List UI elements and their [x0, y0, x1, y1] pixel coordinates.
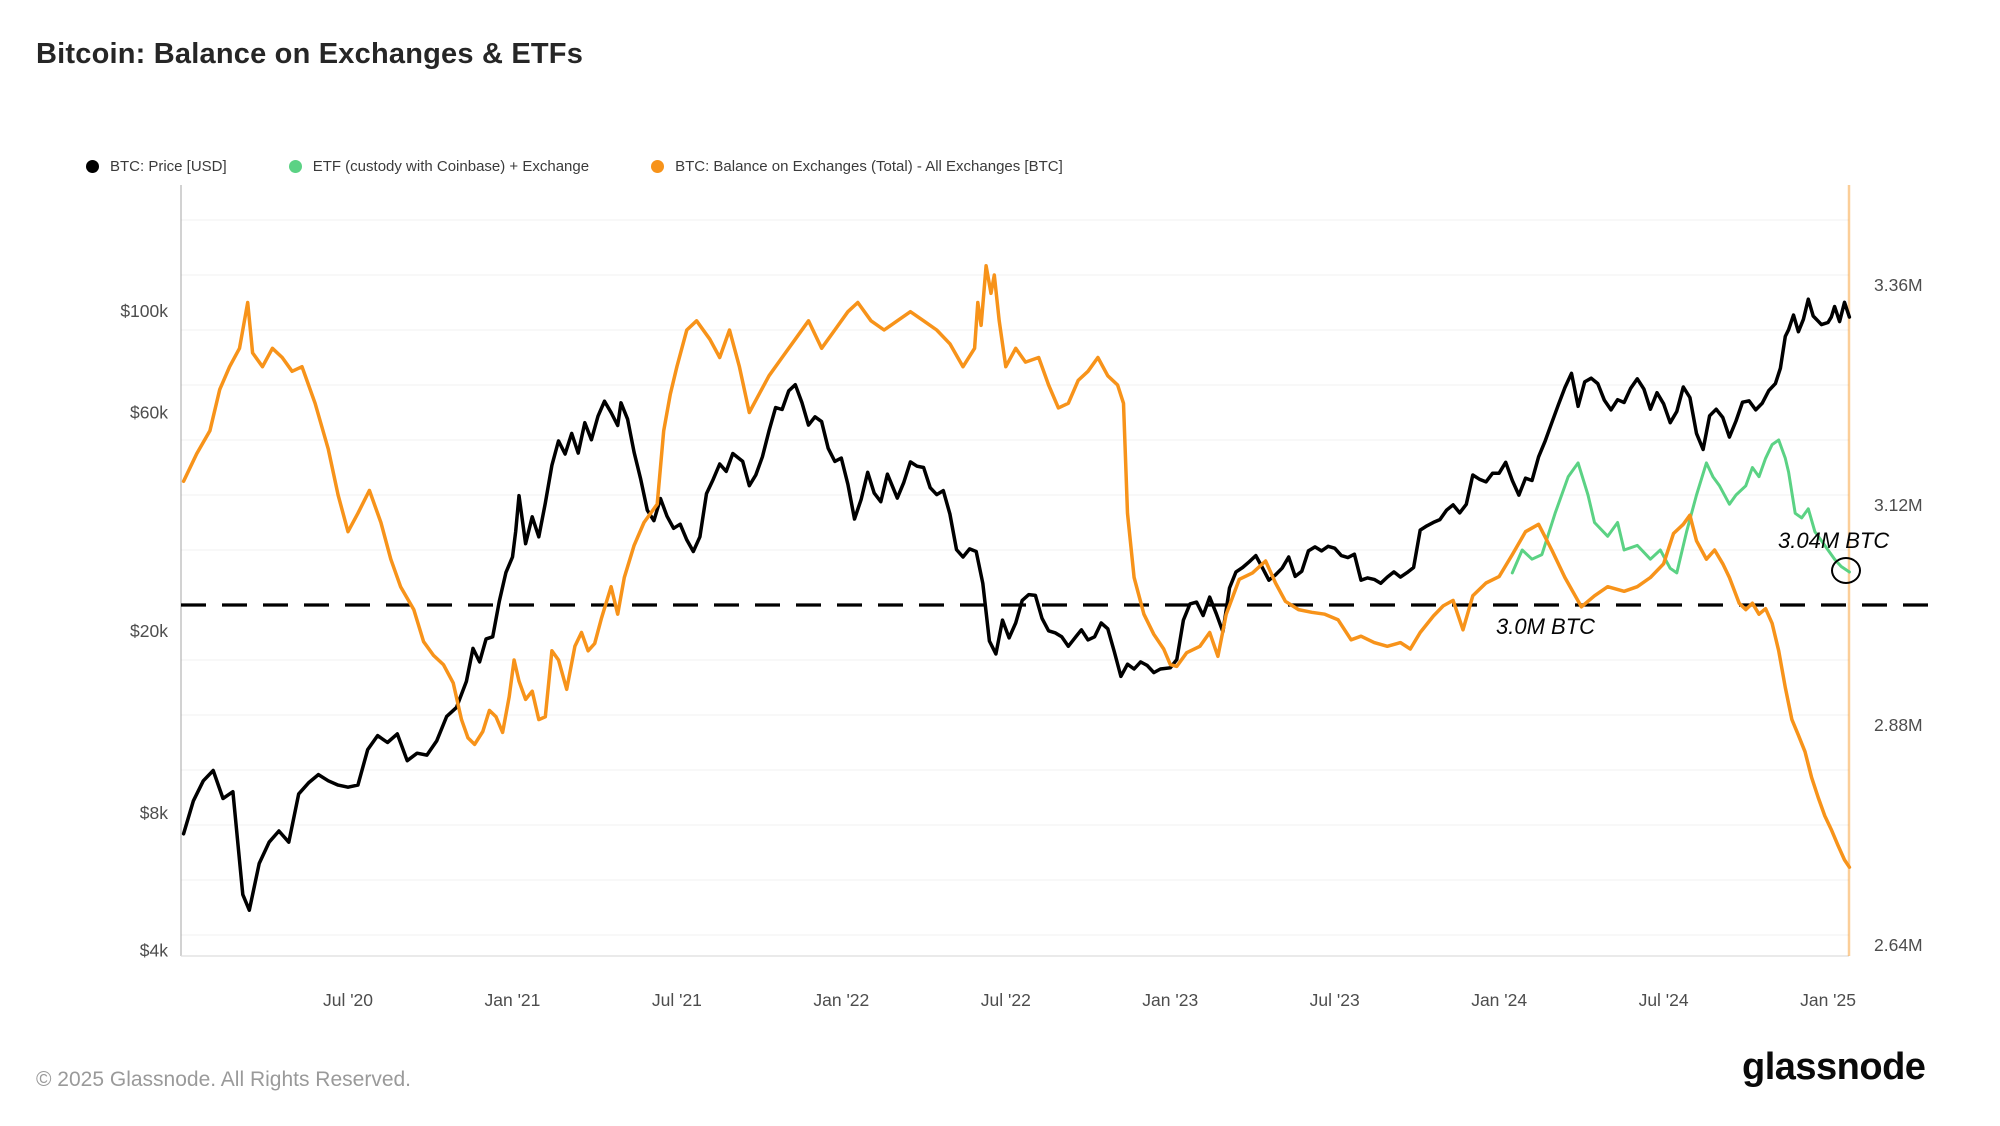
x-axis-label: Jul '20	[323, 990, 373, 1010]
x-axis-label: Jul '24	[1639, 990, 1689, 1010]
footer-copyright: © 2025 Glassnode. All Rights Reserved.	[36, 1068, 412, 1091]
x-axis-label: Jul '23	[1310, 990, 1360, 1010]
glassnode-logo: glassnode	[1742, 1046, 1926, 1088]
series-line	[1510, 438, 1851, 575]
x-axis-label: Jul '21	[652, 990, 702, 1010]
annotation-3m-btc: 3.0M BTC	[1496, 614, 1596, 639]
x-axis-label: Jan '25	[1800, 990, 1856, 1010]
legend-item-label: ETF (custody with Coinbase) + Exchange	[312, 158, 590, 175]
x-axis-label: Jan '22	[813, 990, 869, 1010]
y-axis-label-price: $8k	[140, 803, 168, 823]
y-axis-label-balance: 2.64M	[1874, 935, 1923, 955]
y-axis-label-price: $100k	[120, 301, 168, 321]
y-axis-label-balance: 3.12M	[1874, 495, 1923, 515]
exchange-series-dot-icon	[651, 160, 665, 173]
page-title: Bitcoin: Balance on Exchanges & ETFs	[36, 38, 584, 70]
legend-item-label: BTC: Balance on Exchanges (Total) - All …	[675, 158, 1063, 175]
y-axis-label-balance: 2.88M	[1874, 715, 1923, 735]
y-axis-label-balance: 3.36M	[1874, 275, 1923, 295]
chart-legend: BTC: Price [USD] ETF (custody with Coinb…	[86, 158, 1063, 175]
legend-item-etf[interactable]: ETF (custody with Coinbase) + Exchange	[288, 158, 590, 175]
y-axis-label-price: $4k	[140, 941, 168, 961]
annotation-304m-btc: 3.04M BTC	[1778, 528, 1890, 553]
legend-item-exchange-balance[interactable]: BTC: Balance on Exchanges (Total) - All …	[651, 158, 1063, 175]
legend-item-label: BTC: Price [USD]	[110, 158, 227, 175]
x-axis-label: Jul '22	[981, 990, 1031, 1010]
series-line	[181, 297, 1852, 912]
y-axis-label-price: $20k	[130, 621, 168, 641]
y-axis-label-price: $60k	[130, 402, 168, 422]
x-axis-label: Jan '21	[485, 990, 541, 1010]
x-axis-label: Jan '24	[1471, 990, 1527, 1010]
x-axis-label: Jan '23	[1142, 990, 1198, 1010]
series-line	[181, 264, 1852, 869]
price-series-dot-icon	[86, 160, 99, 173]
endpoint-highlight-circle	[1831, 556, 1861, 584]
etf-series-dot-icon	[288, 160, 302, 173]
legend-item-price[interactable]: BTC: Price [USD]	[86, 158, 227, 175]
